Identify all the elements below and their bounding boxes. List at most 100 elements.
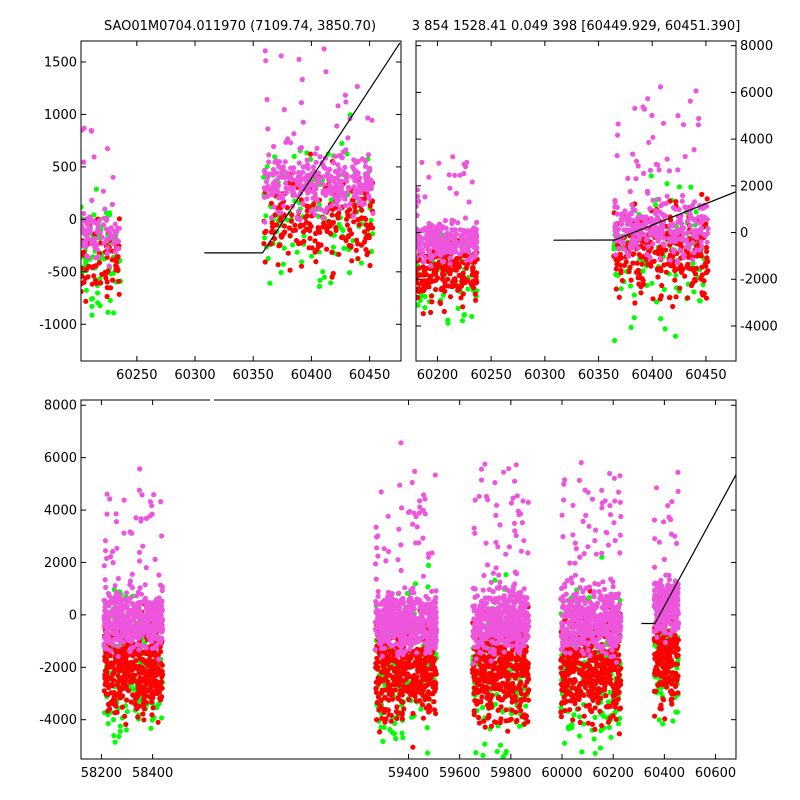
data-point: [327, 182, 333, 188]
data-point: [270, 166, 276, 173]
data-point: [104, 511, 110, 517]
data-point: [463, 257, 469, 264]
data-point: [661, 286, 667, 293]
data-point: [650, 296, 656, 302]
data-point: [419, 620, 425, 626]
data-point: [378, 697, 384, 704]
data-point: [430, 661, 436, 667]
data-point: [421, 665, 427, 671]
data-point: [428, 293, 434, 299]
data-point: [616, 245, 622, 251]
data-point: [373, 524, 379, 530]
data-point: [143, 693, 149, 699]
data-point: [419, 702, 425, 708]
data-point: [407, 653, 414, 659]
data-point: [699, 213, 705, 220]
data-point: [300, 200, 306, 207]
data-point: [108, 690, 114, 696]
data-point: [625, 175, 631, 181]
data-point: [129, 571, 135, 577]
data-point: [137, 466, 143, 472]
data-point: [108, 554, 114, 560]
data-point: [136, 487, 142, 493]
data-point: [275, 209, 281, 215]
data-point: [123, 686, 129, 692]
data-point: [431, 656, 437, 662]
x-tick-label: 60350: [233, 368, 274, 383]
data-point: [394, 715, 400, 722]
data-point: [680, 252, 687, 258]
data-point: [381, 546, 387, 552]
data-point: [455, 220, 461, 226]
data-point: [431, 699, 437, 705]
data-point: [698, 276, 705, 282]
data-point: [315, 225, 321, 231]
data-point: [81, 210, 87, 217]
data-point: [331, 160, 337, 166]
data-point: [275, 182, 281, 188]
data-point: [455, 305, 461, 311]
data-point: [262, 219, 268, 225]
data-point: [646, 139, 652, 146]
data-point: [287, 233, 293, 239]
data-point: [152, 556, 158, 563]
data-point: [102, 577, 108, 583]
data-point: [440, 273, 446, 279]
data-point: [414, 524, 420, 530]
data-point: [151, 645, 157, 651]
data-point: [425, 682, 431, 688]
data-point: [670, 303, 676, 310]
data-point: [663, 269, 670, 275]
data-point: [659, 247, 665, 253]
data-point: [136, 605, 142, 611]
data-point: [416, 233, 420, 239]
data-point: [692, 276, 698, 283]
data-point: [265, 126, 271, 132]
data-point: [613, 286, 619, 292]
data-point: [347, 227, 353, 233]
data-point: [684, 230, 691, 236]
data-point: [463, 164, 469, 170]
data-point: [272, 159, 278, 165]
data-point: [408, 632, 414, 638]
data-point: [641, 245, 647, 251]
data-point: [89, 303, 95, 309]
data-point: [149, 699, 155, 705]
x-tick-label: 60250: [116, 368, 157, 383]
data-point: [139, 678, 145, 684]
data-point: [108, 225, 114, 231]
data-point: [392, 682, 398, 688]
data-point: [702, 233, 709, 239]
data-point: [661, 262, 667, 268]
data-point: [137, 651, 143, 657]
data-point: [503, 572, 509, 578]
data-point: [482, 689, 488, 695]
data-point: [349, 174, 356, 180]
data-point: [104, 254, 110, 260]
data-point: [96, 260, 103, 266]
data-point: [629, 202, 635, 208]
data-point: [135, 621, 141, 628]
data-point: [655, 248, 661, 254]
data-point: [422, 305, 428, 311]
data-point: [320, 188, 326, 194]
data-point: [102, 206, 108, 212]
data-point: [122, 679, 128, 685]
data-point: [684, 237, 690, 243]
data-point: [101, 688, 107, 694]
data-point: [262, 235, 268, 241]
data-point: [329, 212, 335, 218]
data-point: [159, 587, 165, 594]
data-point: [416, 198, 422, 204]
data-point: [427, 252, 433, 258]
data-point: [622, 262, 628, 268]
data-point: [137, 558, 143, 564]
data-point: [149, 511, 155, 517]
data-point: [447, 261, 453, 267]
data-point: [313, 186, 319, 192]
data-point: [398, 659, 404, 666]
data-point: [494, 672, 500, 678]
data-point: [103, 270, 109, 277]
data-point: [292, 227, 298, 233]
data-point: [649, 112, 655, 118]
